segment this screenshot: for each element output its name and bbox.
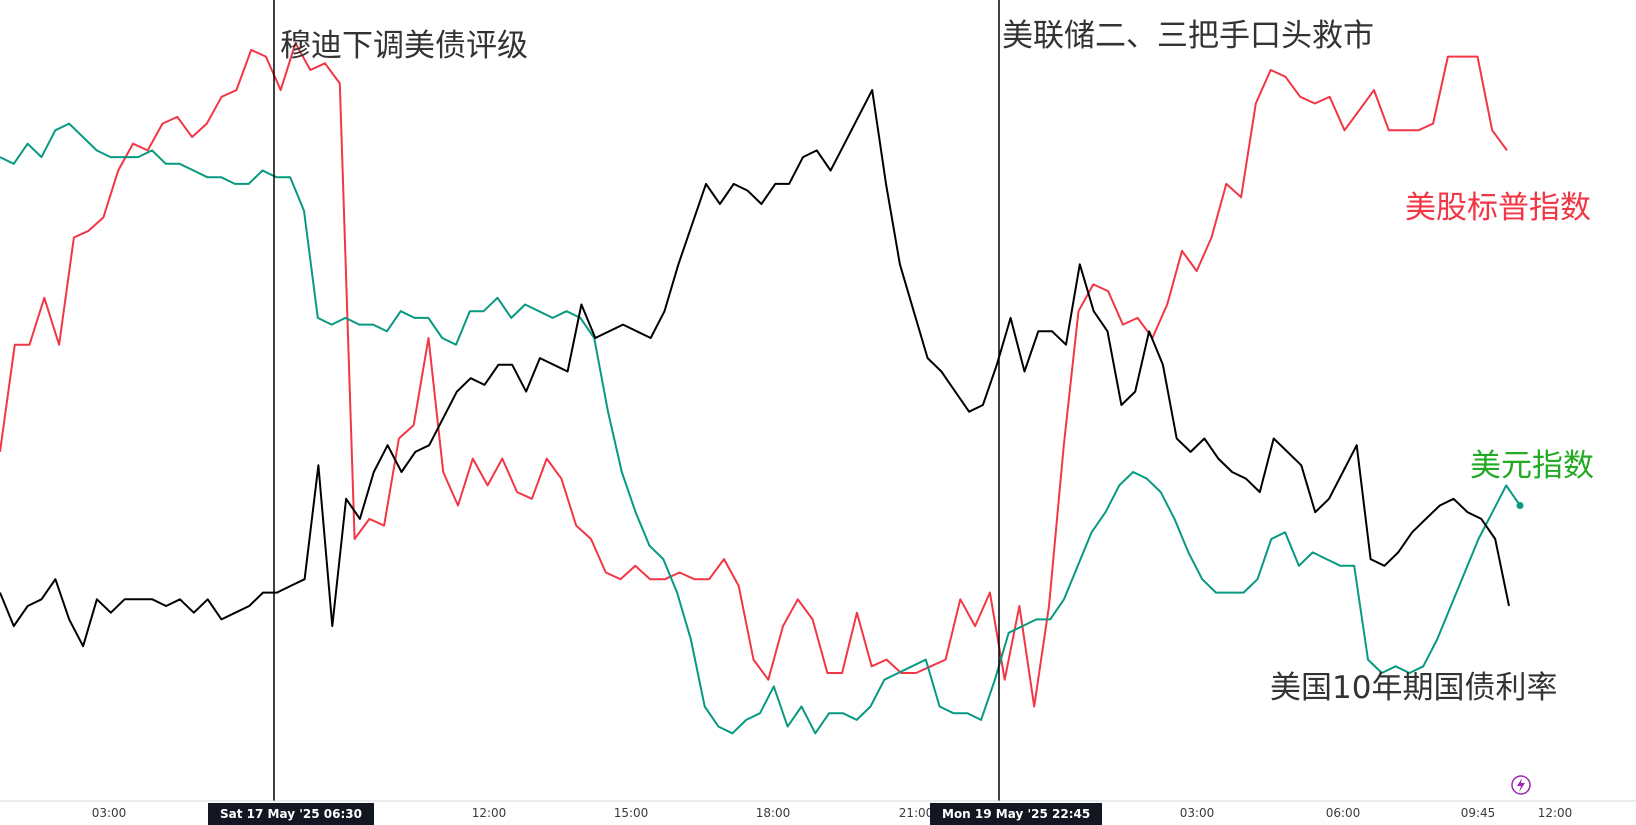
- lightning-icon[interactable]: [1510, 774, 1532, 796]
- x-tick-label: 12:00: [472, 806, 507, 820]
- time-marker-mon-19-may: Mon 19 May '25 22:45: [930, 803, 1103, 825]
- x-tick-label: 09:45: [1461, 806, 1496, 820]
- us10y-label: 美国10年期国债利率: [1270, 670, 1558, 706]
- dxy-series-line: [0, 122, 1521, 735]
- x-tick-label: 03:00: [92, 806, 127, 820]
- event1-annotation: 穆迪下调美债评级: [280, 28, 528, 64]
- x-tick-label: 18:00: [756, 806, 791, 820]
- us10y-series-line: [0, 89, 1510, 648]
- dxy-data-point: [1516, 502, 1524, 509]
- x-tick-label: 21:00: [899, 806, 934, 820]
- event2-annotation: 美联储二、三把手口头救市: [1002, 18, 1374, 54]
- x-tick-label: 15:00: [614, 806, 649, 820]
- spx-label: 美股标普指数: [1405, 190, 1591, 226]
- dxy-label: 美元指数: [1470, 448, 1594, 484]
- spx-series-line: [0, 42, 1508, 708]
- x-tick-label: 06:00: [1326, 806, 1361, 820]
- x-tick-label: 03:00: [1180, 806, 1215, 820]
- x-tick-label: 12:00: [1538, 806, 1573, 820]
- time-marker-sat-17-may: Sat 17 May '25 06:30: [208, 803, 374, 825]
